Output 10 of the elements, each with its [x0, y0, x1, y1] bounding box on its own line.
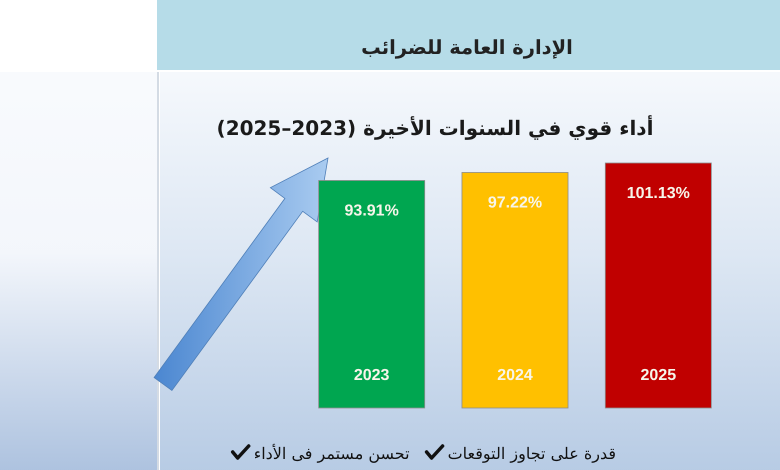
- text: الإدارة العامة للضرائب: [361, 36, 573, 59]
- text: قدرة على تجاوز التوقعات: [448, 444, 616, 463]
- x-tick-label: 2024: [497, 367, 533, 384]
- chart-title: أداء قوي في السنوات الأخيرة (2023–2025): [216, 115, 654, 140]
- x-tick-label: 2025: [640, 367, 676, 384]
- data-label: 101.13%: [626, 185, 690, 202]
- text: تحسن مستمر فى الأداء: [254, 443, 410, 463]
- data-label: 93.91%: [344, 202, 399, 220]
- data-label: 97.22%: [488, 194, 542, 212]
- x-tick-label: 2023: [354, 367, 390, 384]
